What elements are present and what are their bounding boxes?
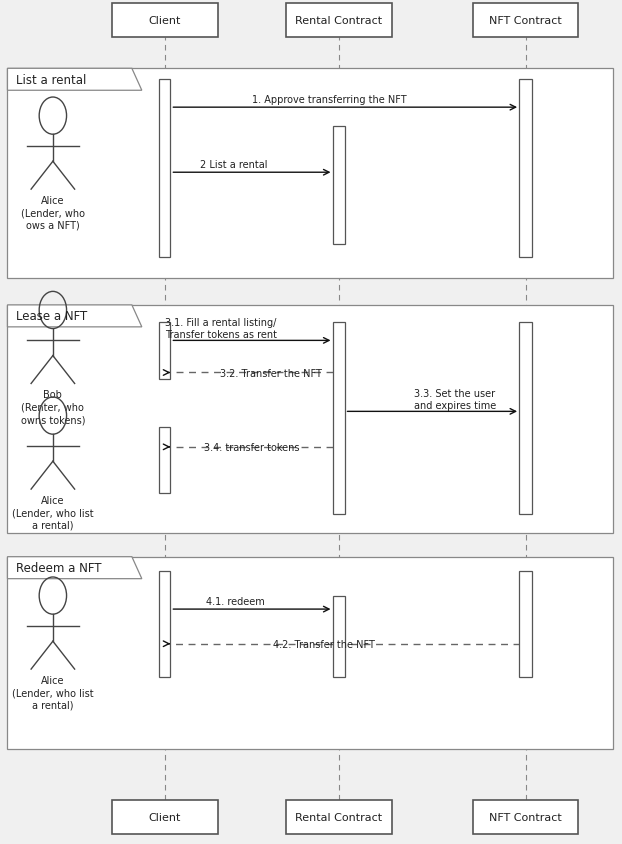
- FancyBboxPatch shape: [333, 597, 345, 677]
- FancyBboxPatch shape: [159, 427, 170, 494]
- Text: 4.1. redeem: 4.1. redeem: [206, 596, 264, 606]
- Text: Redeem a NFT: Redeem a NFT: [16, 561, 101, 575]
- Text: Alice
(Lender, who list
a rental): Alice (Lender, who list a rental): [12, 675, 94, 710]
- FancyBboxPatch shape: [519, 322, 532, 515]
- FancyBboxPatch shape: [7, 69, 613, 279]
- FancyBboxPatch shape: [519, 80, 532, 257]
- Text: NFT Contract: NFT Contract: [490, 16, 562, 26]
- Text: Alice
(Lender, who list
a rental): Alice (Lender, who list a rental): [12, 495, 94, 530]
- FancyBboxPatch shape: [333, 127, 345, 245]
- FancyBboxPatch shape: [333, 322, 345, 515]
- FancyBboxPatch shape: [519, 571, 532, 677]
- Text: Rental Contract: Rental Contract: [295, 812, 383, 822]
- Polygon shape: [7, 69, 142, 91]
- Text: Client: Client: [149, 812, 181, 822]
- Text: 3.2. Transfer the NFT: 3.2. Transfer the NFT: [220, 368, 322, 378]
- FancyBboxPatch shape: [473, 800, 578, 834]
- Polygon shape: [7, 557, 142, 579]
- FancyBboxPatch shape: [473, 4, 578, 38]
- FancyBboxPatch shape: [159, 322, 170, 380]
- Text: List a rental: List a rental: [16, 73, 86, 87]
- FancyBboxPatch shape: [286, 800, 392, 834]
- Text: Bob
(Renter, who
owns tokens): Bob (Renter, who owns tokens): [21, 390, 85, 425]
- Text: Client: Client: [149, 16, 181, 26]
- FancyBboxPatch shape: [286, 4, 392, 38]
- Text: 2 List a rental: 2 List a rental: [200, 160, 267, 170]
- Text: 3.4. transfer tokens: 3.4. transfer tokens: [204, 442, 300, 452]
- Text: NFT Contract: NFT Contract: [490, 812, 562, 822]
- FancyBboxPatch shape: [7, 557, 613, 749]
- FancyBboxPatch shape: [112, 800, 218, 834]
- FancyBboxPatch shape: [112, 4, 218, 38]
- Text: 3.3. Set the user
and expires time: 3.3. Set the user and expires time: [414, 388, 496, 410]
- FancyBboxPatch shape: [7, 306, 613, 533]
- Text: Lease a NFT: Lease a NFT: [16, 310, 87, 323]
- Text: Rental Contract: Rental Contract: [295, 16, 383, 26]
- Text: 1. Approve transferring the NFT: 1. Approve transferring the NFT: [253, 95, 407, 105]
- FancyBboxPatch shape: [159, 571, 170, 677]
- Polygon shape: [7, 306, 142, 327]
- Text: Alice
(Lender, who
ows a NFT): Alice (Lender, who ows a NFT): [21, 196, 85, 230]
- Text: 3.1. Fill a rental listing/
Transfer tokens as rent: 3.1. Fill a rental listing/ Transfer tok…: [165, 317, 277, 339]
- FancyBboxPatch shape: [159, 80, 170, 257]
- Text: 4.2. Transfer the NFT: 4.2. Transfer the NFT: [272, 639, 374, 649]
